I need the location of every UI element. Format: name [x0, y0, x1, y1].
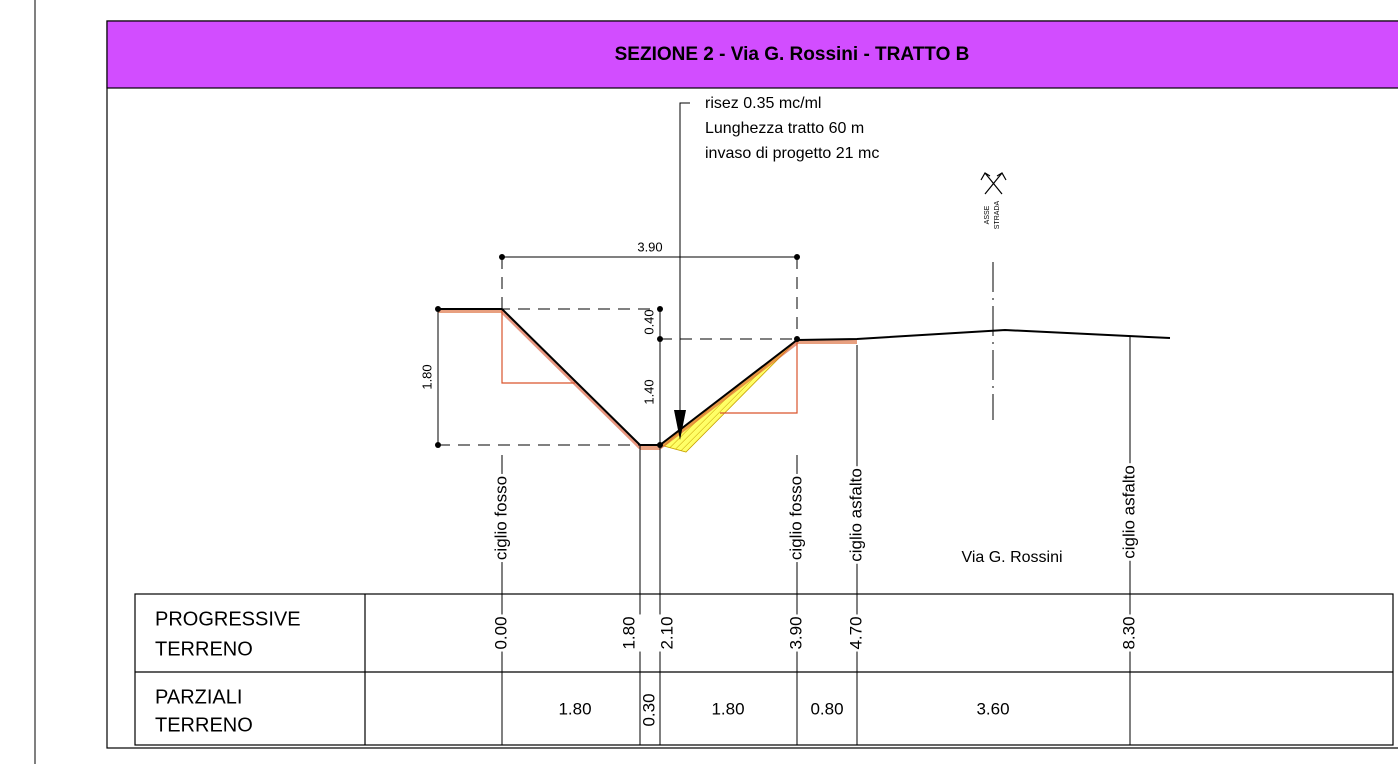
label-gap	[783, 473, 809, 563]
label-gap	[488, 614, 514, 652]
axis-label: ASSE	[984, 205, 991, 224]
title: SEZIONE 2 - Via G. Rossini - TRATTO B	[615, 44, 970, 65]
note-leader	[679, 102, 690, 425]
partial-value: 0.30	[639, 693, 658, 726]
station-marker: ciglio fosso	[786, 476, 805, 560]
progressive-value: 3.90	[786, 616, 805, 649]
axis-symbol	[980, 172, 1007, 195]
label-gap	[1116, 463, 1142, 561]
note-line: Lunghezza tratto 60 m	[705, 120, 864, 137]
progressive-value: 2.10	[657, 616, 676, 649]
partial-value: 0.80	[810, 699, 843, 718]
row-label: TERRENO	[155, 638, 253, 660]
ground-strip	[797, 340, 857, 344]
dimension-label: 3.90	[637, 239, 662, 254]
station-marker: ciglio asfalto	[846, 468, 865, 562]
row-label: PARZIALI	[155, 686, 242, 708]
partial-value: 1.80	[558, 699, 591, 718]
note-arrow	[674, 410, 686, 440]
station-marker: ciglio fosso	[491, 476, 510, 560]
dimension-label: 1.80	[419, 364, 434, 389]
label-gap	[843, 614, 869, 652]
label-gap	[1116, 614, 1142, 652]
construction-line	[501, 309, 575, 384]
progressive-value: 1.80	[619, 616, 638, 649]
label-gap	[616, 614, 642, 652]
label-gap	[783, 614, 809, 652]
axis-label: STRADA	[994, 200, 1001, 229]
construction-line	[720, 340, 798, 414]
note-line: invaso di progetto 21 mc	[705, 145, 879, 162]
table-frame	[134, 593, 1394, 746]
slope-hatch	[659, 341, 798, 450]
progressive-value: 4.70	[846, 616, 865, 649]
terrain-profile	[438, 308, 1171, 446]
slope-hatch	[500, 310, 642, 450]
dimension-dots	[435, 254, 800, 448]
label-gap	[843, 466, 869, 564]
dimension-label: 1.40	[641, 379, 656, 404]
progressive-value: 0.00	[491, 616, 510, 649]
header-band	[106, 20, 1398, 89]
ground-strip	[438, 309, 502, 313]
row-label: PROGRESSIVE	[155, 608, 301, 630]
partial-value: 1.80	[711, 699, 744, 718]
dimension-lines	[437, 256, 797, 445]
station-marker: ciglio asfalto	[1119, 465, 1138, 559]
ground-strip	[640, 445, 660, 450]
partial-value: 3.60	[976, 699, 1009, 718]
dimension-label: 0.40	[641, 309, 656, 334]
label-gap	[654, 614, 680, 652]
row-label: TERRENO	[155, 714, 253, 736]
note-line: risez 0.35 mc/ml	[705, 95, 821, 112]
road-name: Via G. Rossini	[961, 549, 1062, 566]
progressive-value: 8.30	[1119, 616, 1138, 649]
label-gap	[488, 473, 514, 563]
dashed-refs	[438, 257, 798, 446]
